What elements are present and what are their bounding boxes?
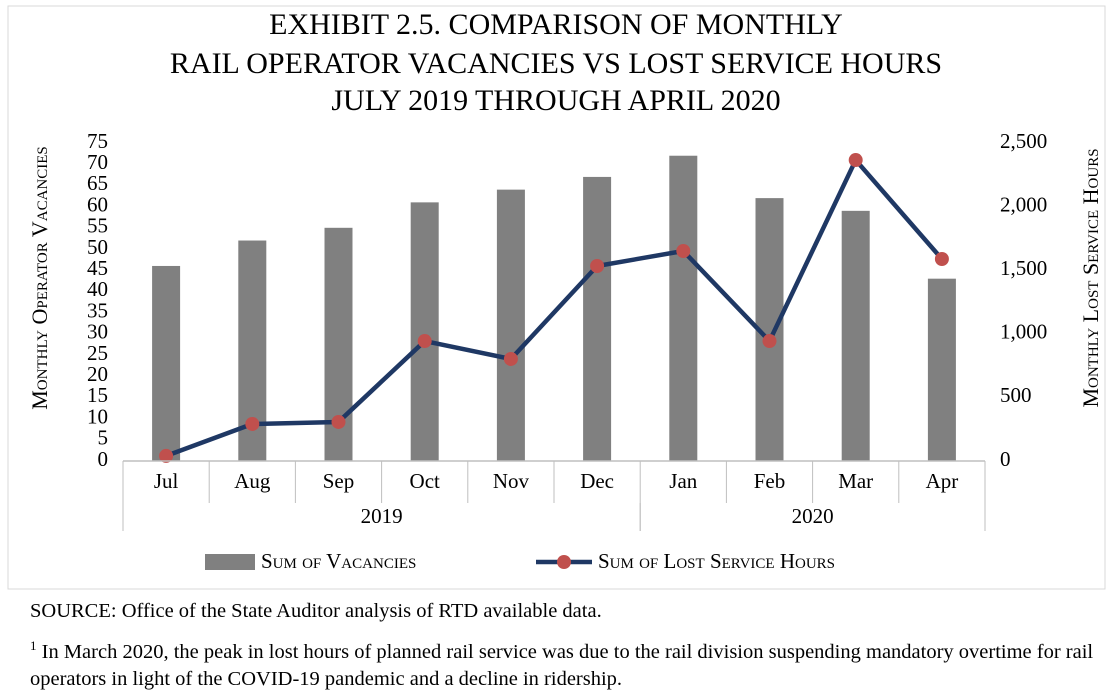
chart-border [7,5,1106,590]
x-tick-label: Feb [754,469,786,493]
y-tick-label: 50 [87,235,108,259]
y-tick-label: 10 [87,404,108,428]
x-tick-label: Mar [838,469,873,493]
group-label: 2019 [361,504,403,528]
y-tick-label: 40 [87,277,108,301]
footnote: 1 In March 2020, the peak in lost hours … [30,632,1105,693]
y-tick-label: 30 [87,320,108,344]
x-tick-label: Sep [323,469,355,493]
line-marker [848,153,863,168]
line-marker [417,334,432,349]
legend-swatch [205,554,255,570]
legend-marker [557,555,571,569]
line-marker [159,448,174,463]
y-tick-label: 75 [87,129,108,153]
line-marker [590,259,605,274]
group-label: 2020 [792,504,834,528]
y-tick-label: 65 [87,171,108,195]
legend-label: Sum of Lost Service Hours [598,549,835,573]
bar [496,189,525,461]
x-tick-label: Nov [493,469,530,493]
line-marker [503,351,518,366]
y-tick-label: 55 [87,214,108,238]
bar [152,265,181,461]
x-tick-label: Apr [926,469,959,493]
y-tick-label: 5 [98,426,109,450]
chart-title: RAIL OPERATOR VACANCIES VS LOST SERVICE … [170,47,942,80]
x-tick-label: Aug [234,469,271,493]
chart: EXHIBIT 2.5. COMPARISON OF MONTHLY RAIL … [7,5,1106,590]
line-marker [762,334,777,349]
footnote-text: In March 2020, the peak in lost hours of… [30,640,1094,690]
chart-title: EXHIBIT 2.5. COMPARISON OF MONTHLY [269,8,843,41]
y2-tick-label: 2,000 [1000,192,1047,216]
x-tick-label: Jan [669,469,697,493]
line [165,157,944,459]
y2-tick-label: 1,500 [1000,256,1047,280]
y-tick-label: 25 [87,341,108,365]
bar [669,155,698,461]
x-tick-label: Dec [580,469,614,493]
line-marker [676,243,691,258]
y2-axis-label: Monthly Lost Service Hours [1078,148,1103,407]
y-tick-label: 15 [87,383,108,407]
bar [410,202,439,462]
bar [927,278,956,461]
y2-tick-label: 0 [1000,447,1011,471]
y-tick-label: 60 [87,192,108,216]
y-axis-label: Monthly Operator Vacancies [27,146,52,410]
y2-tick-label: 1,000 [1000,320,1047,344]
x-tick-label: Oct [410,469,440,493]
bar [583,176,612,462]
source: SOURCE: Office of the State Auditor anal… [30,600,602,622]
line-marker [245,416,260,431]
y-tick-label: 0 [98,447,109,471]
line-marker [934,252,949,267]
chart-title: JULY 2019 THROUGH APRIL 2020 [331,84,780,117]
legend-label: Sum of Vacancies [261,549,416,573]
y-tick-label: 20 [87,362,108,386]
line-marker [331,414,346,429]
y2-tick-label: 500 [1000,383,1032,407]
y-tick-label: 35 [87,298,108,322]
y-tick-label: 45 [87,256,108,280]
notes: SOURCE: Office of the State Auditor anal… [30,598,1105,700]
y2-tick-label: 2,500 [1000,129,1047,153]
x-tick-label: Jul [154,469,179,493]
y-tick-label: 70 [87,150,108,174]
footnote-marker: 1 [30,638,37,653]
bar [841,210,870,461]
